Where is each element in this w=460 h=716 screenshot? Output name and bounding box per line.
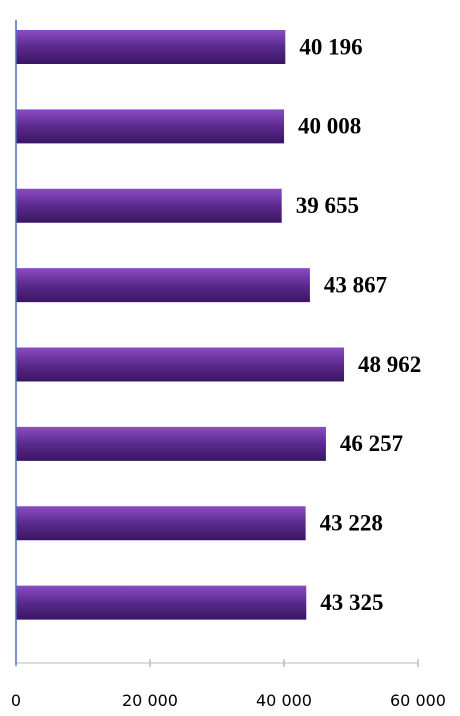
value-label: 40 008 xyxy=(298,114,361,139)
value-label: 48 962 xyxy=(358,352,421,377)
value-label: 43 867 xyxy=(324,272,387,297)
value-label: 43 325 xyxy=(320,590,383,615)
bar xyxy=(16,347,345,382)
value-label: 43 228 xyxy=(320,511,383,536)
x-tick-label: 0 xyxy=(11,691,21,710)
value-label: 46 257 xyxy=(340,431,403,456)
value-label: 39 655 xyxy=(296,193,359,218)
x-tick-label: 60 000 xyxy=(390,691,446,710)
x-tick-label: 20 000 xyxy=(122,691,178,710)
bar xyxy=(16,585,307,620)
value-label: 40 196 xyxy=(299,34,362,59)
bar xyxy=(16,426,326,461)
x-tick-label: 40 000 xyxy=(256,691,312,710)
bar xyxy=(16,30,286,64)
bar xyxy=(16,506,306,541)
bar xyxy=(16,268,310,303)
bar xyxy=(16,188,282,223)
bar xyxy=(16,109,285,144)
